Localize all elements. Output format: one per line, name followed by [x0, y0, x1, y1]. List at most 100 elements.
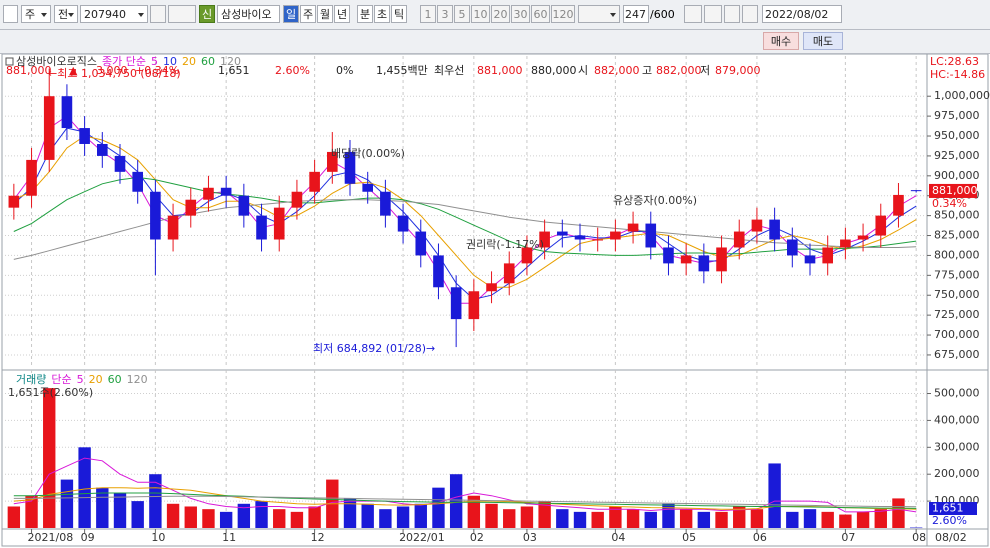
candle-body — [875, 215, 887, 236]
toolbar: 주 전 207940 신 삼성바이오 일 주 월 년 분 초 틱 1 3 5 1… — [0, 0, 990, 30]
change: 3,000 — [96, 64, 128, 77]
interval-select[interactable] — [578, 5, 620, 23]
volume-tag-change: 2.60% — [932, 514, 967, 527]
legend-title: 삼성바이오로직스 — [16, 55, 97, 68]
interval-button[interactable]: 60 — [531, 5, 550, 23]
volume-bar — [697, 511, 711, 528]
candle-body — [468, 291, 480, 320]
volume-tag — [929, 502, 977, 515]
candle-body — [680, 255, 692, 264]
buy-button[interactable]: 매수 — [763, 32, 799, 50]
menu-button[interactable] — [3, 5, 18, 23]
candle-body — [397, 215, 409, 232]
timeframe-button[interactable]: 일 — [283, 5, 299, 23]
tool-button[interactable] — [724, 5, 740, 23]
volume-bar — [909, 527, 923, 529]
y-tick-label: 750,000 — [934, 288, 980, 301]
candle-body — [61, 96, 73, 129]
legend-entry: 5 — [77, 373, 84, 386]
badge[interactable]: 신 — [199, 5, 215, 23]
legend-entry: 60 — [201, 55, 215, 68]
x-tick-label: 03 — [523, 531, 537, 544]
timeframe-button[interactable]: 월 — [317, 5, 333, 23]
candle-body — [291, 191, 303, 208]
search-button[interactable] — [150, 5, 166, 23]
y-tick-label: 900,000 — [934, 169, 980, 182]
candle-body — [26, 159, 37, 196]
volume-bar — [290, 511, 304, 528]
timeframe-button[interactable]: 년 — [334, 5, 350, 23]
volume-bar — [343, 498, 357, 528]
date: 2022/08/02 — [765, 8, 829, 21]
amount: 1,455백만 — [376, 64, 428, 77]
sell-button[interactable]: 매도 — [803, 32, 843, 50]
candle-body — [733, 231, 745, 248]
legend-entry: 10 — [163, 55, 177, 68]
volume-pct: 2.60% — [275, 64, 310, 77]
volume-bar — [78, 447, 91, 528]
candle-body — [256, 215, 267, 240]
annotation: ←최고 1,034,750 (08/18) — [48, 67, 181, 80]
volume-bar — [7, 506, 21, 528]
y-tick-label: 800,000 — [934, 248, 980, 261]
candle-body — [521, 247, 533, 264]
volume-bar — [414, 503, 427, 528]
tool-button[interactable] — [684, 5, 702, 23]
candle-body — [150, 191, 161, 240]
timeframe-button[interactable]: 주 — [300, 5, 316, 23]
volume-bar — [166, 503, 180, 528]
candle-body — [132, 171, 143, 192]
x-tick-label: 2022/01 — [399, 531, 445, 544]
x-end-label: 08/02 — [935, 531, 967, 544]
interval-button[interactable]: 120 — [551, 5, 575, 23]
candle-body — [362, 183, 373, 192]
period-select[interactable]: 주 — [21, 5, 51, 23]
volume-bar — [237, 503, 251, 528]
volume-bar — [538, 501, 551, 528]
low-label: 저 — [700, 64, 711, 77]
volume-bar — [786, 511, 799, 528]
change-pct: +0.34% — [135, 64, 180, 77]
interval-button[interactable]: 1 — [420, 5, 436, 23]
interval-button[interactable]: 30 — [511, 5, 530, 23]
x-tick-label: 02 — [470, 531, 484, 544]
y-tick-label: 725,000 — [934, 308, 980, 321]
interval-button[interactable]: 3 — [437, 5, 453, 23]
volume-bar — [556, 509, 569, 528]
legend-entry: 120 — [220, 55, 241, 68]
count-input[interactable]: 247 — [623, 5, 649, 23]
volume-bar — [644, 511, 657, 528]
stock-name[interactable]: 삼성바이오 — [217, 5, 280, 23]
interval-button[interactable]: 20 — [491, 5, 510, 23]
volume-bar — [219, 511, 233, 528]
x-tick-label: 08 — [912, 531, 926, 544]
code-input[interactable]: 207940 — [80, 5, 148, 23]
candle-body — [185, 199, 197, 216]
date-input[interactable]: 2022/08/02 — [762, 5, 842, 23]
y-tick-label: 925,000 — [934, 149, 980, 162]
code-mode-select[interactable]: 전 — [54, 5, 78, 23]
candle-body — [114, 155, 126, 172]
timeframe-button[interactable]: 틱 — [391, 5, 407, 23]
y-tick-label: 850,000 — [934, 209, 980, 222]
candle-body — [97, 143, 108, 156]
volume-bar — [273, 509, 286, 528]
candle-body — [450, 287, 462, 320]
ma-line — [13, 135, 917, 288]
timeframe-button[interactable]: 분 — [357, 5, 373, 23]
period: 주 — [25, 8, 36, 21]
tool-button[interactable] — [704, 5, 722, 23]
ma-line — [13, 492, 917, 509]
interval-button[interactable]: 5 — [454, 5, 470, 23]
settings-button[interactable] — [742, 5, 758, 23]
volume-bar — [679, 509, 693, 528]
interval-button[interactable]: 10 — [471, 5, 490, 23]
volume: 1,651 — [218, 64, 250, 77]
timeframe-button[interactable]: 초 — [374, 5, 390, 23]
y-tick-label: 300,000 — [934, 440, 980, 453]
x-tick-label: 07 — [841, 531, 855, 544]
sound-button[interactable] — [168, 5, 196, 23]
volume-bar — [96, 487, 109, 528]
volume-bar — [733, 506, 746, 528]
x-tick-label: 2021/08 — [28, 531, 74, 544]
